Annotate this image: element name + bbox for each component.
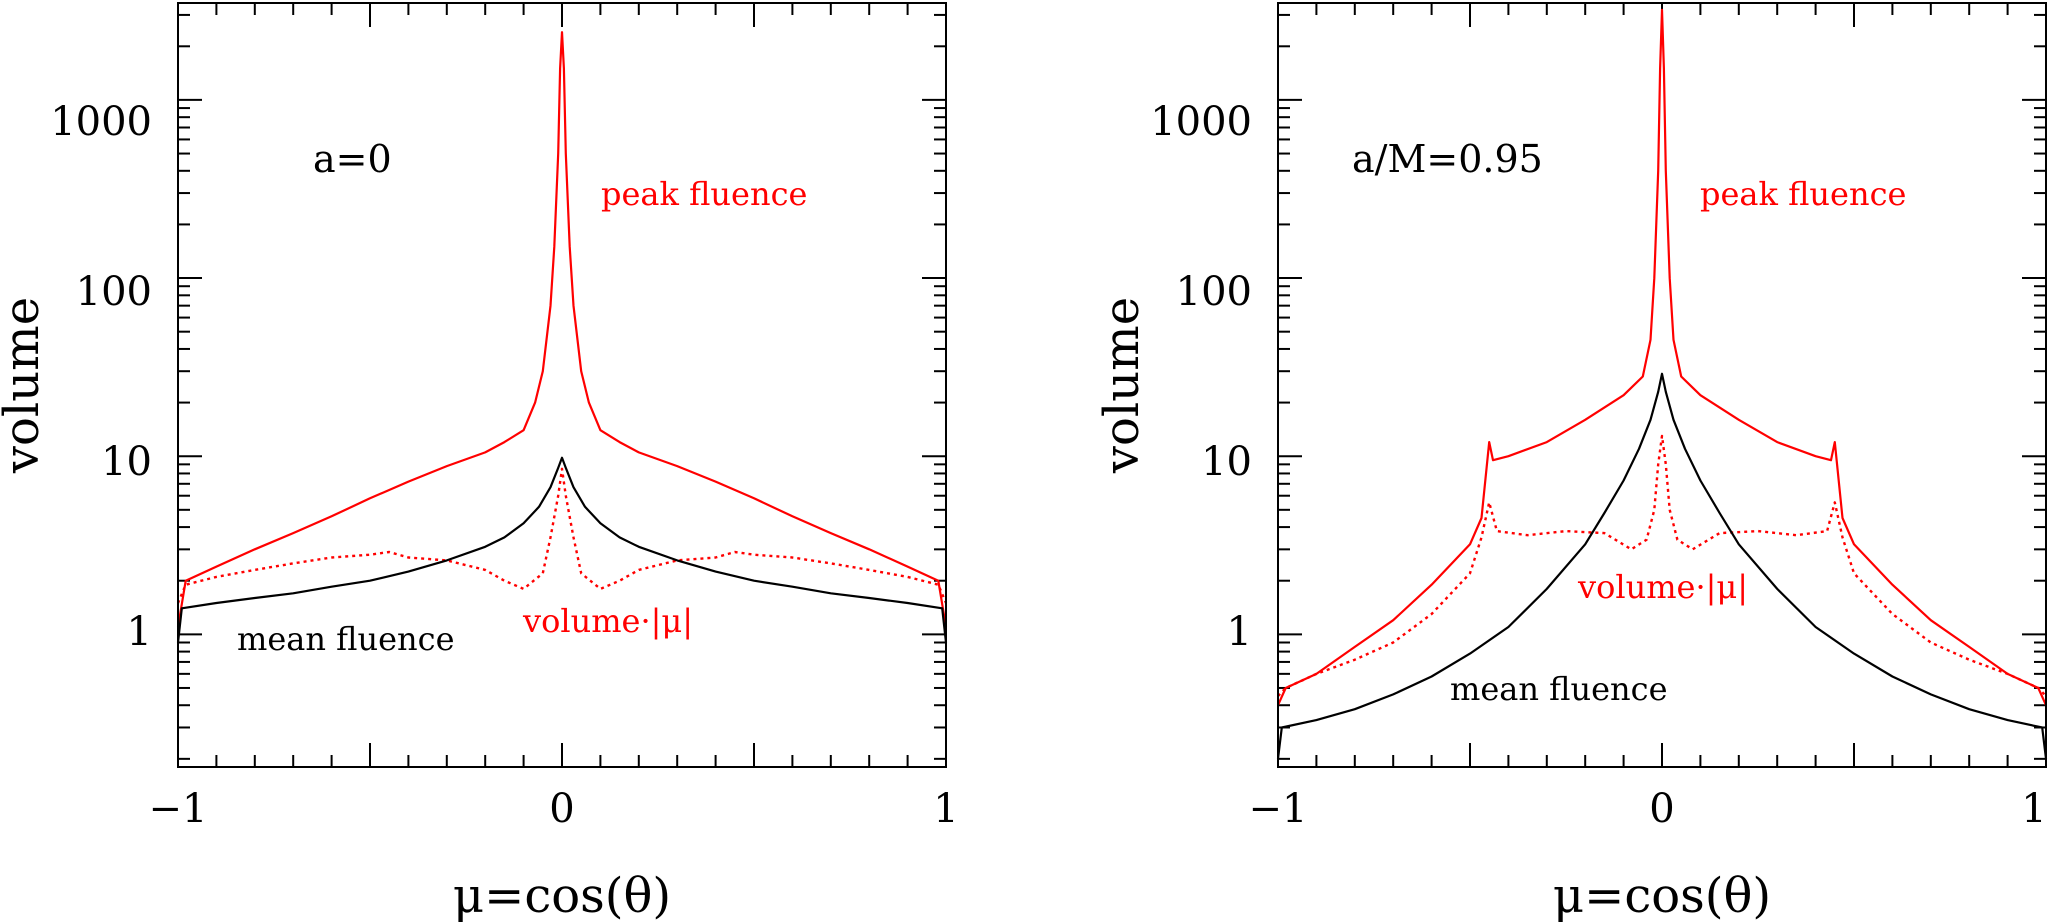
right-x-axis-title: μ=cos(θ) [1553, 868, 1771, 924]
left-label-peak-fluence: peak fluence [601, 175, 807, 213]
right-ytick-label-1000: 1000 [1150, 99, 1252, 145]
left-label-volume-mu: volume·|μ| [522, 602, 693, 640]
right-ytick-label-10: 10 [1201, 439, 1252, 485]
right-series [1276, 8, 2048, 759]
left-series [176, 31, 948, 643]
left-label-mean-fluence: mean fluence [237, 620, 455, 658]
right-ytick-label-100: 100 [1176, 269, 1252, 315]
left-y-axis-title: volume [0, 297, 50, 474]
right-plot-frame [1277, 2, 2047, 768]
left-xtick-label-minus1: −1 [149, 786, 208, 832]
right-y-axis-title: volume [1094, 297, 1150, 474]
mean-fluenceseries-line [176, 456, 948, 643]
peak-fluenceseries-line [176, 31, 948, 628]
left-x-axis-title: μ=cos(θ) [453, 868, 671, 924]
left-ytick-label-100: 100 [76, 269, 152, 315]
right-label-volume-mu: volume·|μ| [1577, 568, 1748, 606]
left-ytick-label-1000: 1000 [50, 99, 152, 145]
right-xtick-label-1: 1 [2021, 786, 2046, 832]
left-panel-label: a=0 [313, 137, 392, 181]
left-ytick-label-1: 1 [127, 609, 152, 655]
panel-left: 1000 100 10 1 −1 0 1 volume μ=cos(θ) a=0… [0, 2, 959, 924]
right-label-mean-fluence: mean fluence [1450, 670, 1668, 708]
left-xtick-label-1: 1 [933, 786, 958, 832]
volume-series-line [176, 467, 948, 604]
volume-series-line [1277, 434, 2047, 697]
left-ytick-label-10: 10 [101, 439, 152, 485]
left-plot-frame [177, 2, 947, 768]
right-label-peak-fluence: peak fluence [1700, 175, 1906, 213]
peak-fluenceseries-line [1276, 8, 2048, 706]
right-ticks [1277, 3, 2047, 767]
right-xtick-label-0: 0 [1649, 786, 1674, 832]
mean-fluenceseries-line [1276, 372, 2048, 759]
right-panel-label: a/M=0.95 [1352, 137, 1543, 181]
left-xtick-label-0: 0 [549, 786, 574, 832]
panel-right: 1000 100 10 1 −1 0 1 volume μ=cos(θ) a/M… [1094, 2, 2048, 924]
right-xtick-label-minus1: −1 [1249, 786, 1308, 832]
left-ticks [177, 3, 947, 767]
right-ytick-label-1: 1 [1227, 609, 1252, 655]
